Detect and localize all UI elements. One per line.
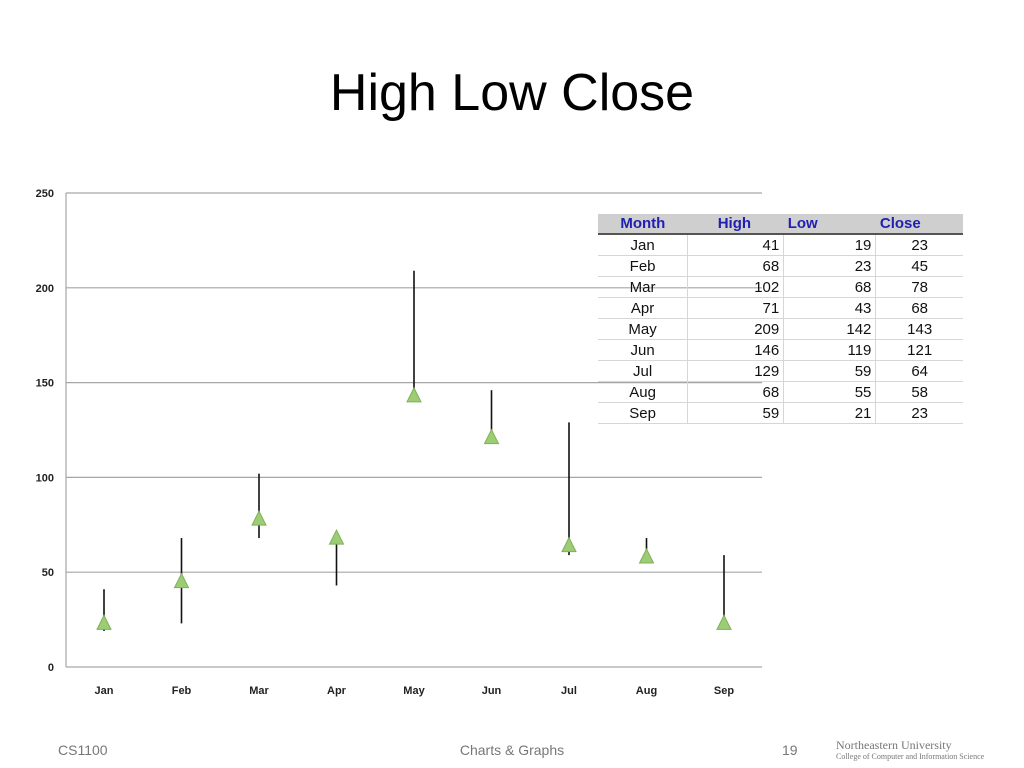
table-row: Feb 68 23 45 [598,255,963,277]
cell-low: 19 [783,234,877,256]
cell-low: 59 [783,360,877,382]
logo-subtitle: College of Computer and Information Scie… [836,752,985,761]
header-high: High [687,214,784,235]
y-tick-label: 50 [42,567,54,579]
cell-month: Sep [598,402,689,424]
cell-close: 121 [875,339,963,361]
university-logo: Northeastern University College of Compu… [836,739,984,762]
table-row: Aug 68 55 58 [598,381,963,403]
close-marker [483,428,500,445]
cell-close: 23 [875,402,963,424]
table-row: Jun 146 119 121 [598,339,963,361]
x-tick-label: Jul [561,685,577,697]
cell-low: 68 [783,276,877,298]
table-row: Jul 129 59 64 [598,360,963,382]
cell-month: Jun [598,339,689,361]
cell-close: 45 [875,255,963,277]
y-tick-label: 200 [36,283,54,295]
page-number: 19 [782,742,798,758]
cell-high: 68 [687,255,785,277]
cell-close: 58 [875,381,963,403]
footer-topic: Charts & Graphs [459,742,565,758]
cell-close: 23 [875,234,963,256]
close-marker [173,572,190,589]
cell-high: 59 [687,402,785,424]
x-tick-label: Feb [172,685,192,697]
close-marker [561,536,577,553]
cell-month: Feb [598,255,689,277]
cell-month: Jul [598,360,689,382]
cell-high: 71 [687,297,785,319]
cell-month: May [598,318,689,340]
table-row: Jan 41 19 23 [598,234,963,256]
cell-month: Jan [598,234,689,256]
y-tick-label: 0 [48,662,54,674]
cell-month: Aug [598,381,689,403]
cell-high: 68 [687,381,785,403]
close-marker [96,614,112,630]
footer-course: CS1100 [58,742,108,758]
cell-close: 64 [875,360,963,382]
logo-name: Northeastern University [836,738,952,752]
cell-close: 78 [875,276,963,298]
x-tick-label: Jan [95,685,114,697]
cell-high: 209 [687,318,785,340]
cell-low: 119 [783,339,877,361]
data-table: Month High Low Close Jan 41 19 23 Feb 68 23 45… [598,214,963,424]
cell-close: 68 [875,297,963,319]
close-marker [638,547,655,564]
table-row: Sep 59 21 23 [598,402,963,424]
close-marker [251,509,267,526]
header-close: Close [875,214,963,235]
table-row: Mar 102 68 78 [598,276,963,298]
cell-high: 41 [687,234,785,256]
close-marker [406,386,422,403]
cell-high: 102 [687,276,785,298]
cell-low: 55 [783,381,877,403]
x-tick-label: Mar [249,685,269,697]
x-tick-label: Apr [327,685,347,697]
y-tick-label: 250 [36,188,54,200]
x-tick-label: Jun [482,685,502,697]
cell-low: 21 [783,402,877,424]
close-marker [328,528,345,545]
table-row: May 209 142 143 [598,318,963,340]
cell-high: 146 [687,339,785,361]
cell-low: 43 [783,297,877,319]
slide-title: High Low Close [329,64,695,122]
cell-month: Mar [598,276,689,298]
cell-month: Apr [598,297,689,319]
table-header-row: Month High Low Close [598,214,963,235]
table-row: Apr 71 43 68 [598,297,963,319]
x-tick-label: Sep [714,685,734,697]
close-marker [716,614,732,630]
header-low: Low [783,214,876,235]
cell-low: 23 [783,255,877,277]
y-tick-label: 100 [36,472,54,484]
header-month: Month [598,214,688,235]
cell-close: 143 [875,318,963,340]
cell-high: 129 [687,360,785,382]
cell-low: 142 [783,318,877,340]
x-tick-label: May [403,685,425,697]
x-tick-label: Aug [636,685,657,697]
y-tick-label: 150 [36,378,54,390]
